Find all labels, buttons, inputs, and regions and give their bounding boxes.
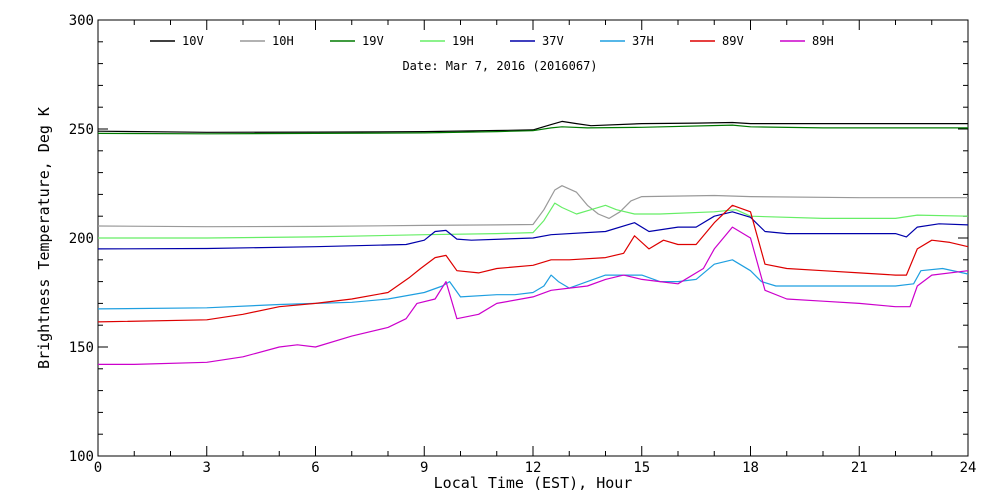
- legend-label-37h: 37H: [632, 34, 654, 48]
- y-axis-title: Brightness Temperature, Deg K: [35, 107, 53, 369]
- series-line-37v: [97, 211, 969, 250]
- y-tick-label: 300: [69, 13, 94, 29]
- tick-labels: 0 3 6 9 12 15 18 21 24 100 150 200 250 300: [69, 13, 977, 476]
- y-tick-label: 100: [69, 449, 94, 465]
- x-tick-label: 0: [94, 460, 102, 476]
- x-tick-label: 12: [525, 460, 542, 476]
- x-tick-label: 21: [851, 460, 868, 476]
- legend-label-10h: 10H: [272, 34, 294, 48]
- series-line-37h: [97, 259, 969, 310]
- legend-label-37v: 37V: [542, 34, 564, 48]
- y-tick-label: 250: [69, 122, 94, 138]
- series-line-10h: [97, 185, 968, 228]
- x-tick-label: 18: [742, 460, 759, 476]
- x-tick-label: 24: [960, 460, 977, 476]
- series-line-89h: [98, 226, 969, 365]
- legend-label-89v: 89V: [722, 34, 744, 48]
- legend-label-10v: 10V: [182, 34, 204, 48]
- legend-label-19h: 19H: [452, 34, 474, 48]
- series-lines: [97, 120, 969, 365]
- legend-label-19v: 19V: [362, 34, 384, 48]
- series-line-89v: [97, 204, 969, 323]
- chart-title: Date: Mar 7, 2016 (2016067): [402, 59, 597, 73]
- x-tick-label: 6: [311, 460, 319, 476]
- x-tick-label: 15: [633, 460, 650, 476]
- x-tick-label: 3: [203, 460, 211, 476]
- x-tick-label: 9: [420, 460, 428, 476]
- y-tick-label: 200: [69, 231, 94, 247]
- legend: 10V 10H 19V 19H 37V 37H 89V 89H: [150, 34, 834, 48]
- series-line-10v: [97, 120, 968, 133]
- series-line-19v: [97, 124, 968, 135]
- x-axis-title: Local Time (EST), Hour: [434, 474, 633, 492]
- legend-label-89h: 89H: [812, 34, 834, 48]
- series-line-19h: [98, 202, 969, 239]
- y-tick-label: 150: [69, 340, 94, 356]
